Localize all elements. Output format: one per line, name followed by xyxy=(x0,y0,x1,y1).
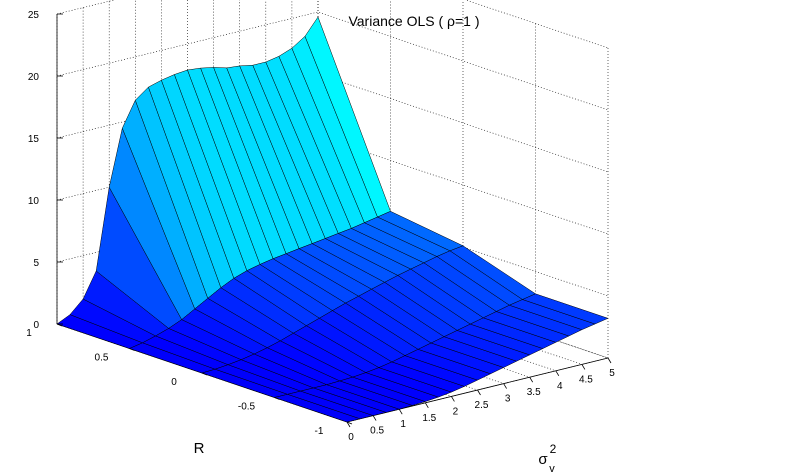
tick-mark xyxy=(129,348,135,351)
y-axis-label: σ v 2 xyxy=(538,442,556,475)
surface-mesh xyxy=(56,16,609,423)
tick-mark xyxy=(372,415,377,421)
surface-patch xyxy=(521,293,609,325)
chart-title: Variance OLS ( ρ=1 ) xyxy=(348,13,479,29)
y-tick-label: 3 xyxy=(505,394,511,405)
y-tick-label: 1 xyxy=(400,419,406,430)
tick-mark xyxy=(555,370,560,377)
tick-mark xyxy=(201,372,208,376)
z-tick-label: 10 xyxy=(28,196,40,207)
x-tick-label: 0 xyxy=(171,377,177,388)
x-tick-label: 0.5 xyxy=(95,353,109,364)
tick-mark xyxy=(451,396,455,402)
tick-mark xyxy=(56,323,63,327)
y-tick-label: 0 xyxy=(348,432,354,443)
x-tick-label: -1 xyxy=(315,426,324,437)
tick-mark xyxy=(503,383,507,389)
z-tick-label: 0 xyxy=(33,320,39,331)
grid-line xyxy=(56,0,609,49)
y-axis-label-base: σ xyxy=(538,451,548,468)
y-tick-label: 1.5 xyxy=(422,413,436,424)
tick-mark xyxy=(581,364,586,370)
tick-mark xyxy=(607,357,612,364)
tick-mark xyxy=(274,397,280,400)
z-tick-label: 25 xyxy=(28,10,40,21)
axis-ticks: 0510152025-1-0.500.5100.511.522.533.544.… xyxy=(26,10,615,443)
tick-mark xyxy=(477,389,481,396)
tick-mark xyxy=(346,421,353,425)
tick-mark xyxy=(424,402,429,409)
y-tick-label: 5 xyxy=(609,368,615,379)
y-tick-label: 3.5 xyxy=(527,387,541,398)
y-tick-label: 4 xyxy=(557,381,563,392)
y-axis-label-subscript: v xyxy=(549,463,555,475)
y-tick-label: 0.5 xyxy=(370,426,384,437)
y-tick-label: 2 xyxy=(453,406,459,417)
x-tick-label: -0.5 xyxy=(238,402,256,413)
tick-mark xyxy=(529,376,534,383)
z-tick-label: 15 xyxy=(28,134,40,145)
x-axis-label: R xyxy=(194,440,205,457)
x-tick-label: 1 xyxy=(26,328,32,339)
z-tick-label: 20 xyxy=(28,72,40,83)
z-tick-label: 5 xyxy=(33,258,39,269)
tick-mark xyxy=(346,421,351,428)
y-tick-label: 2.5 xyxy=(475,400,489,411)
y-tick-label: 4.5 xyxy=(579,374,593,385)
tick-mark xyxy=(398,408,403,415)
y-axis-label-superscript: 2 xyxy=(550,442,557,456)
